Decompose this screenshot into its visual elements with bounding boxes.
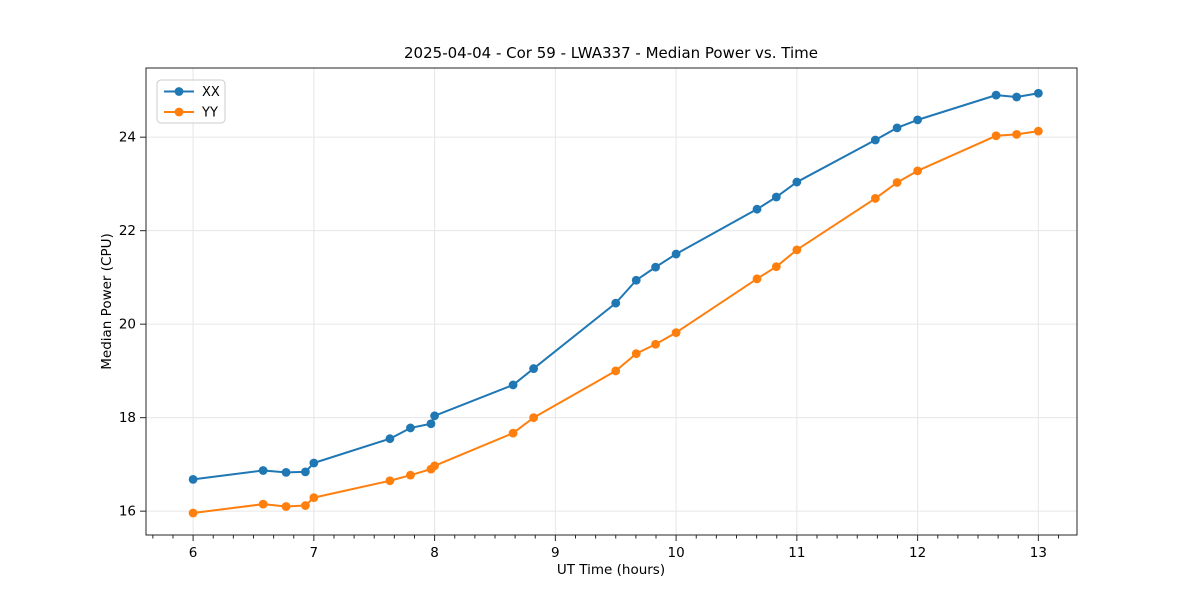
legend-label-xx: XX xyxy=(202,85,220,100)
data-point-xx xyxy=(529,364,539,373)
gridlines xyxy=(146,68,1077,535)
legend-marker xyxy=(174,107,184,117)
data-point-xx xyxy=(406,423,415,433)
data-point-xx xyxy=(1012,92,1022,102)
data-point-yy xyxy=(430,461,439,471)
tick-labels: 6 7 8 9 10 11 12 13 16 18 20 22 24 xyxy=(119,130,1047,561)
data-point-xx xyxy=(771,192,781,202)
x-tick-label: 12 xyxy=(909,545,926,561)
data-point-yy xyxy=(792,245,802,255)
data-point-xx xyxy=(309,458,319,468)
data-point-yy xyxy=(892,178,902,187)
plot-frame xyxy=(145,67,1078,536)
data-point-yy xyxy=(300,501,310,510)
data-point-yy xyxy=(870,194,880,203)
y-tick-label: 20 xyxy=(119,317,136,333)
data-point-yy xyxy=(281,502,291,511)
x-tick-label: 13 xyxy=(1030,545,1047,561)
plot-background xyxy=(146,68,1077,535)
data-point-yy xyxy=(991,131,1001,141)
data-point-yy xyxy=(385,476,395,486)
x-tick-label: 9 xyxy=(551,545,560,561)
data-point-xx xyxy=(913,115,923,125)
data-point-xx xyxy=(631,275,641,285)
data-point-xx xyxy=(792,177,802,187)
y-tick-label: 24 xyxy=(119,130,136,146)
data-point-xx xyxy=(651,262,660,272)
data-point-xx xyxy=(752,204,762,214)
data-point-xx xyxy=(870,135,880,145)
data-point-xx xyxy=(300,467,310,477)
x-tick-label: 7 xyxy=(310,545,319,561)
x-axis-label: UT Time (hours) xyxy=(557,562,665,578)
y-axis-label: Median Power (CPU) xyxy=(99,233,115,369)
x-tick-label: 6 xyxy=(189,545,198,561)
series-group xyxy=(188,88,1043,518)
axis-ticks xyxy=(140,136,1060,541)
legend-label-yy: YY xyxy=(201,106,218,121)
data-point-xx xyxy=(1033,88,1043,98)
data-point-xx xyxy=(671,249,681,259)
y-tick-label: 18 xyxy=(119,410,136,426)
data-point-xx xyxy=(611,298,621,308)
data-point-yy xyxy=(508,428,518,438)
data-point-xx xyxy=(892,123,902,133)
data-point-yy xyxy=(188,508,198,518)
data-point-yy xyxy=(529,413,539,423)
data-point-xx xyxy=(281,467,291,477)
data-point-yy xyxy=(406,470,415,480)
data-point-xx xyxy=(991,90,1001,100)
data-point-yy xyxy=(1012,129,1022,139)
x-tick-label: 10 xyxy=(668,545,685,561)
data-point-xx xyxy=(430,411,439,421)
data-point-yy xyxy=(651,339,660,349)
chart-title: 2025-04-04 - Cor 59 - LWA337 - Median Po… xyxy=(404,44,818,62)
x-tick-label: 11 xyxy=(788,545,805,561)
data-point-yy xyxy=(913,166,923,176)
legend-marker xyxy=(174,87,184,96)
data-point-yy xyxy=(752,274,762,284)
y-tick-label: 22 xyxy=(119,223,136,239)
data-point-xx xyxy=(385,434,395,444)
data-point-yy xyxy=(771,262,781,272)
data-point-xx xyxy=(508,380,518,390)
data-point-xx xyxy=(258,466,268,475)
data-point-yy xyxy=(671,328,681,337)
data-point-yy xyxy=(258,499,268,509)
legend: XX YY xyxy=(156,79,226,124)
data-point-yy xyxy=(611,366,621,376)
data-point-yy xyxy=(631,349,641,359)
x-tick-label: 8 xyxy=(430,545,439,561)
data-point-yy xyxy=(309,493,319,502)
data-point-yy xyxy=(1033,126,1043,136)
data-point-xx xyxy=(188,474,198,484)
y-tick-label: 16 xyxy=(119,504,136,520)
data-point-xx xyxy=(426,419,436,429)
